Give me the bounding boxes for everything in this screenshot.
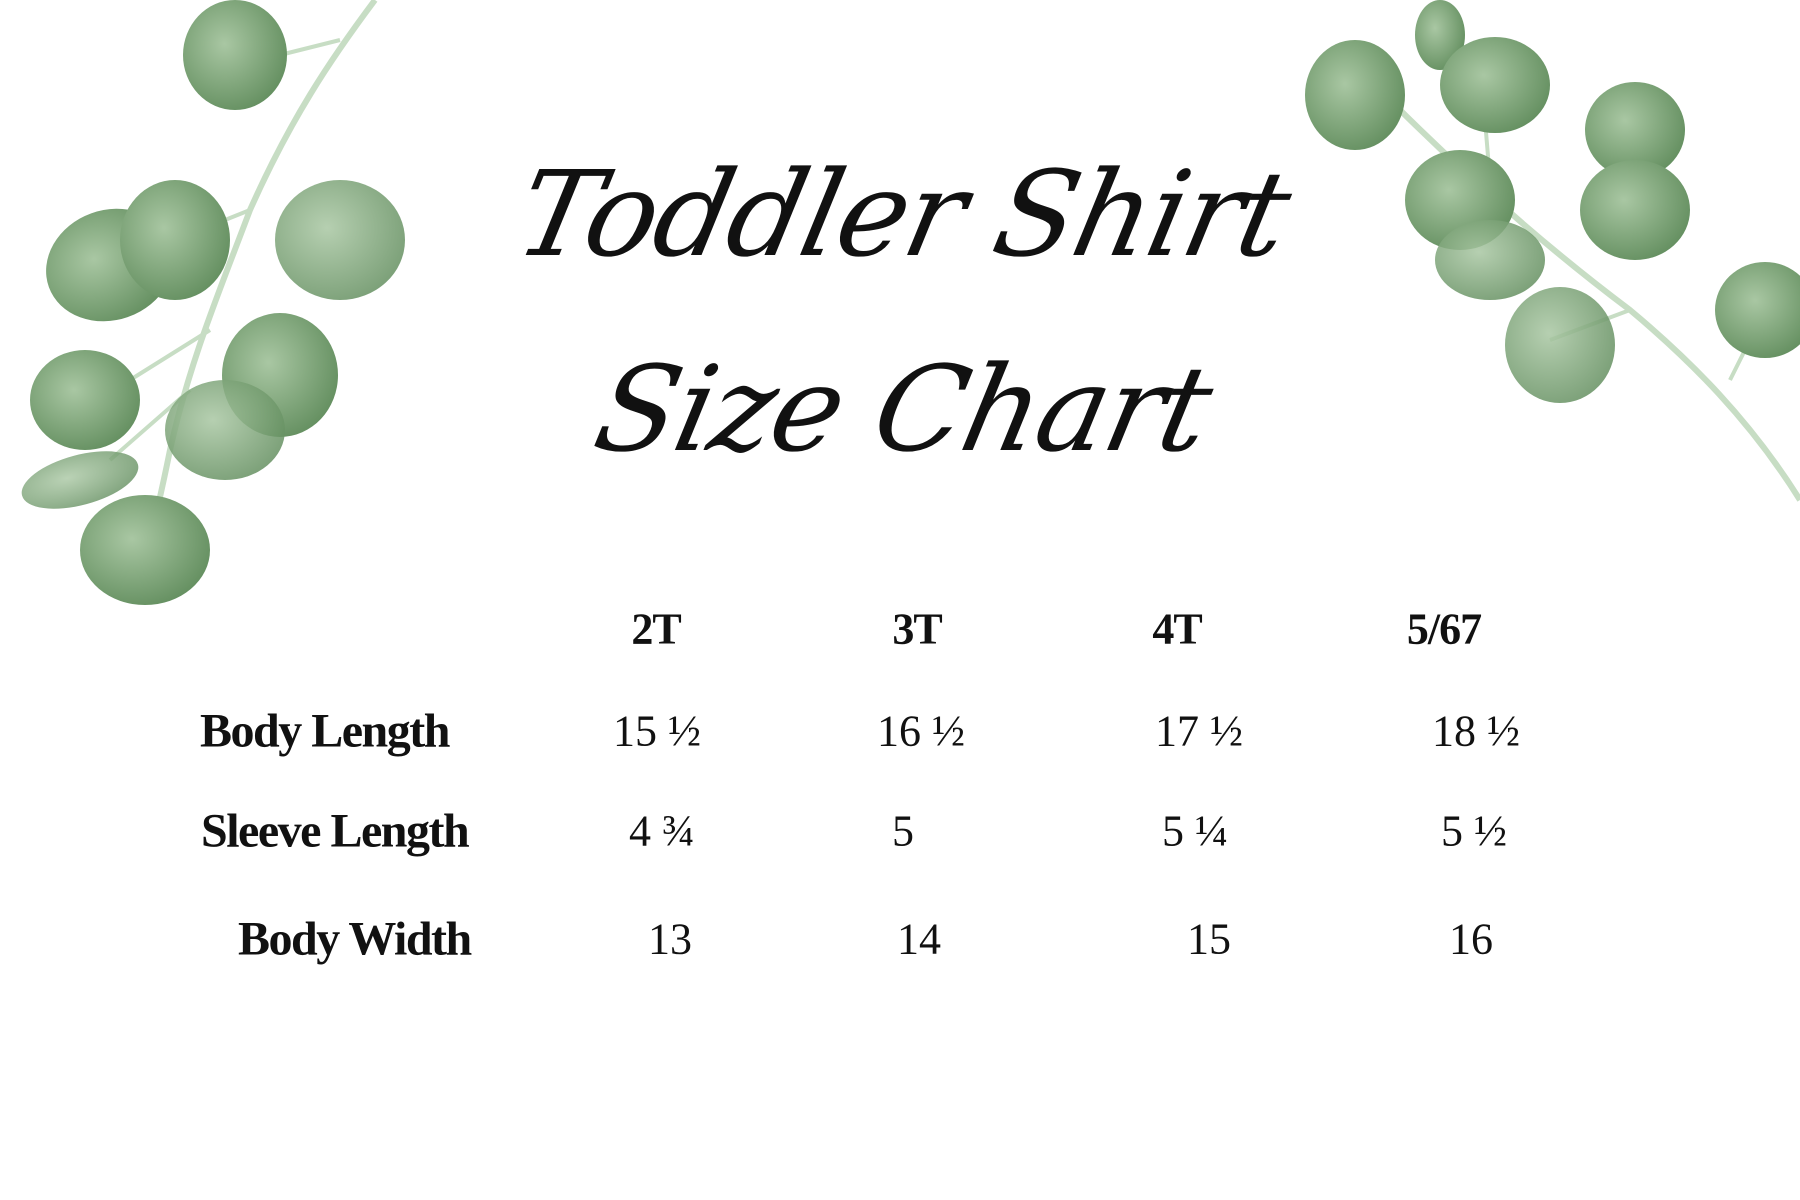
- table-cell: 13: [648, 914, 692, 964]
- title-line-1: Toddler Shirt: [505, 145, 1301, 283]
- size-header-2t: 2T: [631, 604, 681, 654]
- table-cell: 16: [1449, 914, 1493, 964]
- table-cell: 4 ¾: [629, 806, 695, 856]
- table-cell: 5 ½: [1441, 806, 1507, 856]
- table-cell: 14: [897, 914, 941, 964]
- table-cell: 15 ½: [613, 706, 701, 756]
- row-label-sleeve-length: Sleeve Length: [201, 804, 470, 858]
- eucalyptus-left-decoration: [21, 0, 405, 605]
- size-header-4t: 4T: [1152, 604, 1202, 654]
- table-cell: 15: [1187, 914, 1231, 964]
- title-line-2: Size Chart: [584, 340, 1222, 478]
- table-cell: 16 ½: [877, 706, 965, 756]
- row-label-body-length: Body Length: [200, 704, 450, 758]
- size-header-3t: 3T: [892, 604, 942, 654]
- table-cell: 5 ¼: [1162, 806, 1228, 856]
- size-header-5-67: 5/67: [1406, 604, 1482, 654]
- table-cell: 18 ½: [1432, 706, 1520, 756]
- table-cell: 5: [892, 806, 914, 856]
- eucalyptus-right-decoration: [1305, 0, 1800, 502]
- row-label-body-width: Body Width: [238, 912, 472, 966]
- table-cell: 17 ½: [1155, 706, 1243, 756]
